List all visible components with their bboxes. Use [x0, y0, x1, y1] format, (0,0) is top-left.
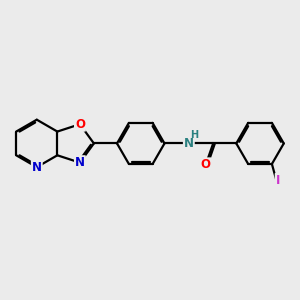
Text: O: O — [201, 158, 211, 171]
Text: N: N — [184, 137, 194, 150]
Text: N: N — [75, 156, 85, 169]
Text: I: I — [276, 174, 280, 187]
Text: H: H — [190, 130, 198, 140]
Text: O: O — [75, 118, 85, 131]
Text: N: N — [32, 161, 42, 174]
